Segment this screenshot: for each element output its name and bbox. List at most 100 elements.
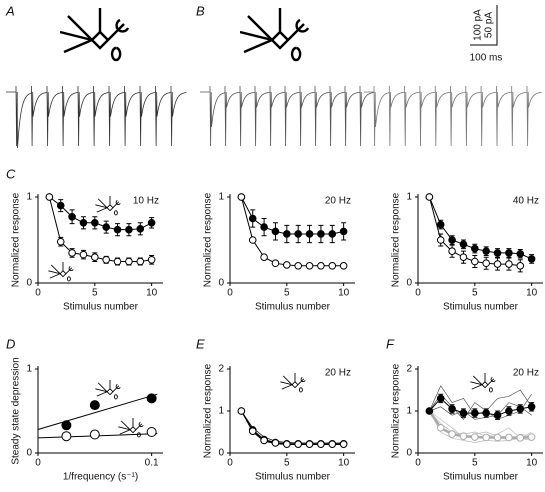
- point: [260, 436, 268, 445]
- y-axis-label: Normalized response: [391, 192, 402, 287]
- point: [113, 257, 122, 266]
- point: [471, 409, 479, 417]
- point: [448, 405, 456, 413]
- scale-bar: [470, 5, 498, 46]
- cell-icon: [240, 8, 310, 62]
- series-line: [429, 393, 532, 420]
- point: [248, 214, 257, 223]
- point: [260, 253, 268, 262]
- annotation: 20 Hz: [325, 368, 351, 379]
- x-tick-label: 10: [338, 288, 350, 299]
- point: [339, 227, 348, 236]
- y-tick-label: 1: [26, 192, 32, 203]
- point: [45, 193, 54, 201]
- x-tick-label: 5: [472, 288, 478, 299]
- point: [436, 236, 445, 244]
- panel-label: E: [196, 336, 205, 351]
- x-tick-label: 0.1: [145, 458, 159, 469]
- point: [248, 236, 257, 244]
- point: [527, 255, 536, 263]
- series-line: [429, 410, 532, 441]
- point: [505, 260, 513, 268]
- x-tick-label: 10: [338, 458, 350, 469]
- point: [516, 262, 525, 270]
- axes: [37, 194, 163, 284]
- point: [102, 255, 110, 264]
- series-line: [240, 196, 344, 235]
- point: [61, 431, 72, 442]
- point: [328, 230, 337, 238]
- point: [283, 230, 291, 238]
- panel-label: C: [6, 166, 16, 181]
- point: [482, 247, 490, 255]
- point: [317, 262, 325, 270]
- point: [147, 219, 156, 227]
- trace: [200, 85, 375, 147]
- point: [89, 400, 100, 411]
- point: [459, 240, 468, 249]
- point: [516, 405, 525, 413]
- point: [68, 249, 76, 257]
- point: [482, 259, 490, 268]
- axes: [37, 366, 163, 454]
- x-tick-label: 10: [526, 288, 538, 299]
- cell-icon: [280, 373, 306, 393]
- series-line: [428, 196, 532, 260]
- point: [448, 236, 456, 244]
- point: [516, 249, 525, 258]
- y-tick-label: 1: [26, 364, 32, 375]
- trace: [364, 85, 542, 147]
- x-tick-label: 5: [92, 288, 98, 299]
- x-tick-label: 10: [146, 288, 158, 299]
- point: [448, 247, 456, 255]
- x-tick-label: 5: [472, 458, 478, 469]
- point: [125, 225, 133, 234]
- annotation: 10 Hz: [133, 196, 159, 207]
- series-line: [240, 410, 344, 445]
- trace: [6, 85, 187, 149]
- point: [482, 433, 490, 442]
- point: [505, 407, 513, 415]
- y-tick-label: 1: [218, 406, 224, 417]
- point: [459, 432, 468, 441]
- point: [56, 237, 65, 246]
- y-tick-label: 0: [218, 448, 224, 459]
- cell-icon: [95, 196, 121, 216]
- point: [91, 253, 99, 262]
- y-axis-label: Normalized response: [203, 192, 214, 287]
- series-line: [48, 196, 152, 262]
- y-tick-label: 0: [26, 448, 32, 459]
- x-tick-label: 0: [227, 288, 233, 299]
- x-axis-label: Stimulus number: [443, 472, 519, 483]
- point: [91, 219, 99, 227]
- point: [283, 440, 291, 448]
- point: [136, 225, 145, 233]
- annotation: 40 Hz: [513, 196, 539, 207]
- point: [146, 393, 157, 404]
- point: [505, 249, 513, 257]
- y-axis-label: Normalized response: [391, 363, 402, 458]
- series-line: [429, 385, 532, 416]
- y-tick-label: 2: [406, 364, 412, 375]
- point: [493, 411, 502, 420]
- y-tick-label: 1: [406, 192, 412, 203]
- point: [248, 427, 257, 435]
- point: [294, 440, 302, 448]
- panel-label: F: [386, 336, 395, 351]
- point: [136, 257, 145, 266]
- point: [328, 262, 337, 270]
- x-tick-label: 5: [284, 458, 290, 469]
- series-line: [429, 402, 532, 420]
- point: [425, 407, 434, 415]
- scale-label: 100 pA: [473, 9, 484, 41]
- series-line: [241, 410, 344, 444]
- point: [436, 220, 445, 229]
- point: [459, 409, 468, 417]
- point: [448, 430, 456, 438]
- point: [482, 409, 490, 417]
- point: [125, 257, 133, 266]
- point: [471, 257, 479, 266]
- annotation: 20 Hz: [325, 196, 351, 207]
- x-axis-label: Stimulus number: [255, 302, 331, 313]
